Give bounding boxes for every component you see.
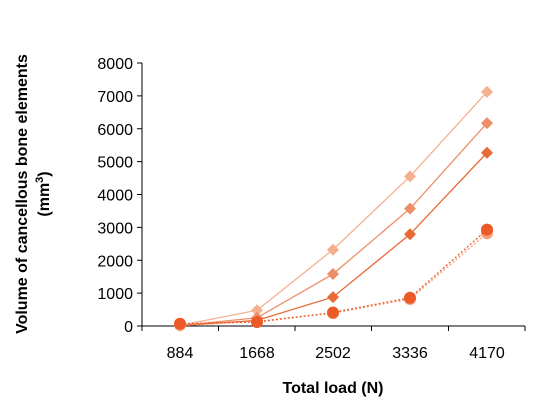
x-tick-label: 1668 xyxy=(239,345,275,362)
x-tick-label: 2502 xyxy=(315,345,351,362)
data-point xyxy=(481,146,493,159)
x-axis-title: Total load (N) xyxy=(282,380,383,397)
data-point xyxy=(251,316,263,329)
y-tick-label: 2000 xyxy=(97,253,133,270)
series-5 xyxy=(174,223,493,330)
y-axis-unit-prefix: (mm xyxy=(36,183,53,217)
y-tick-label: 0 xyxy=(124,319,133,336)
data-point xyxy=(327,306,339,319)
y-tick-label: 4000 xyxy=(97,188,133,205)
y-tick-label: 8000 xyxy=(97,56,133,73)
y-axis-unit-suffix: ) xyxy=(36,171,53,176)
data-point xyxy=(327,268,339,281)
data-point xyxy=(327,291,339,304)
data-point xyxy=(251,304,263,317)
data-point xyxy=(404,291,416,304)
data-point xyxy=(404,170,416,183)
y-tick-label: 1000 xyxy=(97,286,133,303)
x-tick-label: 3336 xyxy=(392,345,428,362)
x-tick-label: 4170 xyxy=(469,345,505,362)
y-axis-ticks: 0 1000 2000 3000 4000 5000 6000 7000 8000 xyxy=(97,56,142,336)
y-axis-title-line2: (mm3) xyxy=(34,171,53,216)
data-point xyxy=(174,317,186,330)
y-tick-label: 3000 xyxy=(97,220,133,237)
data-point xyxy=(327,243,339,256)
x-axis-ticks: 884 1668 2502 3336 4170 xyxy=(141,326,526,362)
y-axis-title-line1: Volume of cancellous bone elements xyxy=(14,54,31,334)
y-tick-label: 7000 xyxy=(97,89,133,106)
data-point xyxy=(404,202,416,215)
y-tick-label: 5000 xyxy=(97,155,133,172)
data-point xyxy=(481,85,493,98)
series-3 xyxy=(174,146,493,332)
data-point xyxy=(481,223,493,236)
y-axis-unit-superscript: 3 xyxy=(34,177,46,183)
data-point xyxy=(481,117,493,130)
series-line xyxy=(179,91,488,326)
data-point xyxy=(404,228,416,241)
y-tick-label: 6000 xyxy=(97,122,133,139)
series-layer xyxy=(174,85,493,332)
x-tick-label: 884 xyxy=(167,345,194,362)
